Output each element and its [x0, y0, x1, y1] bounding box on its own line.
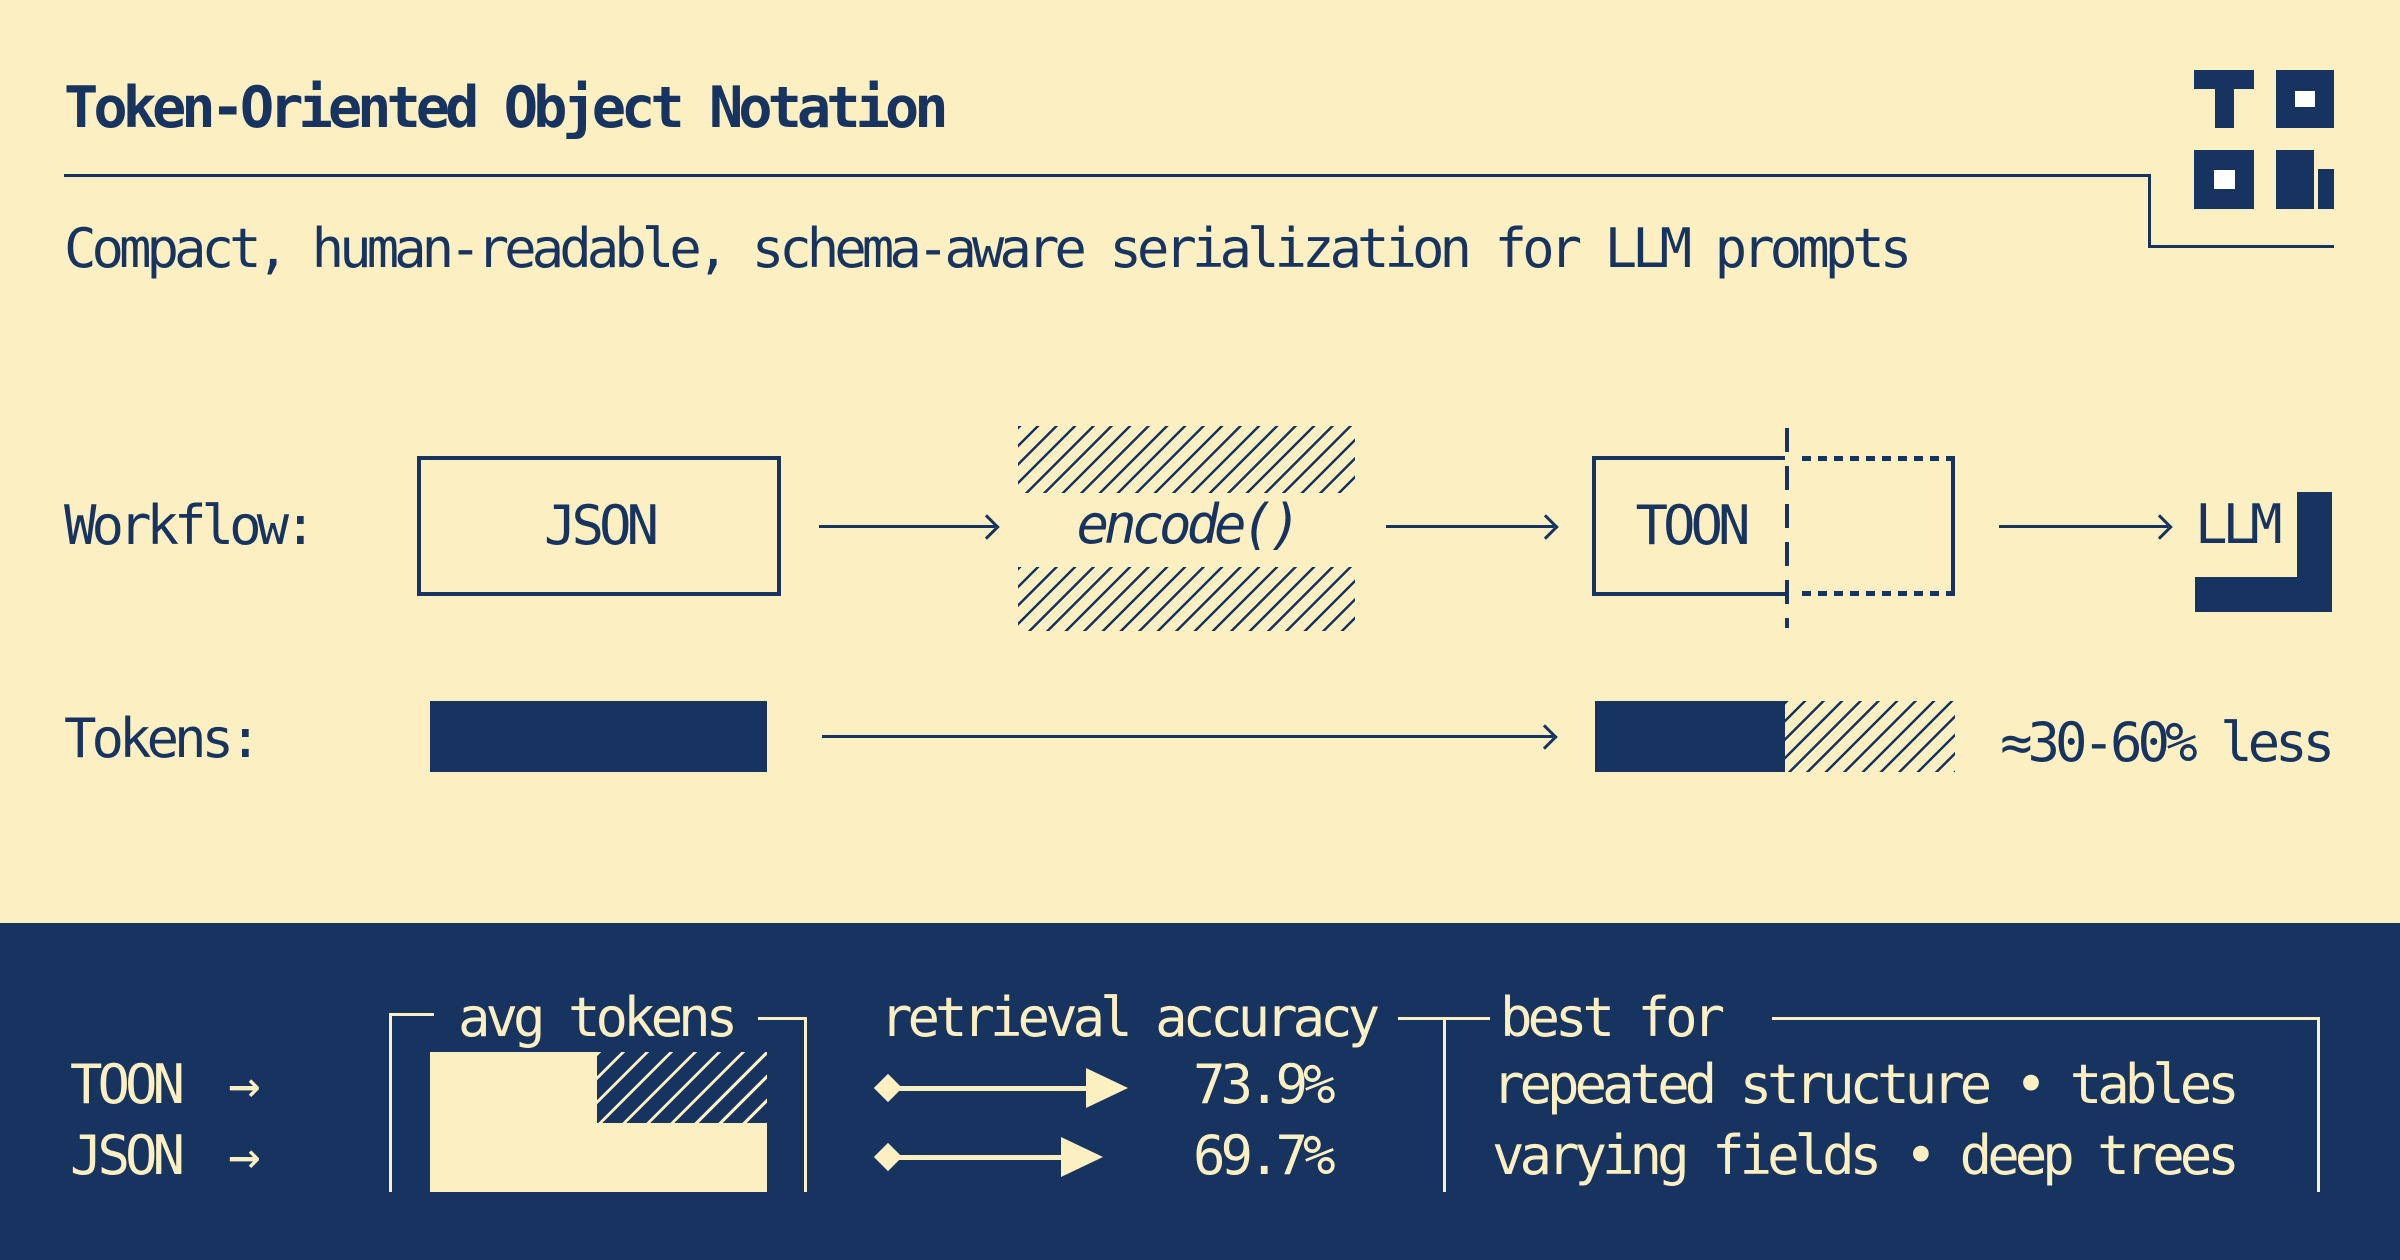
toon-box: TOON [1592, 456, 1785, 596]
arrow-tokens-icon [822, 735, 1553, 738]
toon-cut-dashed-line [1785, 428, 1789, 628]
header-rule-under-logo [2148, 245, 2334, 248]
accuracy-value-toon: 73.9% [1193, 1053, 1336, 1116]
avg-tokens-bar-json [430, 1123, 767, 1192]
avg-tokens-bracket-left-tick [389, 1013, 434, 1016]
arrow-json-to-encode-icon [819, 525, 995, 528]
token-savings-label: ≈30-60% less [2000, 711, 2335, 774]
accuracy-arrow-toon-head-icon [1086, 1068, 1128, 1108]
best-for-toon: repeated structure • tables [1492, 1053, 2240, 1116]
benchmark-row-label-json: JSON [70, 1124, 185, 1187]
json-box: JSON [417, 456, 781, 596]
avg-tokens-bar-toon-solid [430, 1052, 597, 1123]
toon-box-label: TOON [1635, 494, 1750, 557]
logo-n-left [2276, 150, 2314, 209]
ghost-box-bottom-border [1802, 591, 1952, 596]
avg-tokens-bracket-left [389, 1013, 392, 1192]
llm-label: LLM [2195, 493, 2283, 556]
avg-tokens-bracket-right [804, 1017, 807, 1192]
accuracy-arrow-json-head-icon [1061, 1137, 1103, 1177]
logo-t-stem [2215, 70, 2234, 128]
benchmark-panel [0, 923, 2400, 1260]
benchmark-row-label-toon: TOON [70, 1053, 185, 1116]
json-box-label: JSON [543, 494, 659, 557]
arrow-encode-to-toon-icon [1386, 525, 1554, 528]
llm-corner-icon-vertical [2297, 492, 2332, 612]
column-divider [1443, 1017, 1446, 1192]
accuracy-arrow-json-shaft [894, 1155, 1061, 1160]
tokens-bar-toon-solid [1595, 701, 1785, 772]
page-subtitle: Compact, human-readable, schema-aware se… [64, 217, 1912, 280]
ghost-box-top-border [1802, 456, 1952, 461]
best-for-column-header: best for [1500, 986, 1725, 1049]
logo-n-leg [2318, 169, 2334, 209]
header-rule-step-down [2148, 174, 2151, 248]
avg-tokens-bar-toon-saved-hatch [597, 1052, 767, 1123]
encode-hatch-top [1018, 426, 1355, 493]
avg-tokens-column-header: avg tokens [458, 986, 738, 1049]
encode-label: encode() [1076, 493, 1301, 556]
accuracy-arrow-toon-shaft [894, 1086, 1086, 1091]
logo-o2-hole [2214, 170, 2235, 189]
logo-o1-hole [2295, 91, 2315, 107]
workflow-label: Workflow: [64, 494, 317, 557]
best-for-bracket-top [1772, 1017, 2320, 1020]
accuracy-value-json: 69.7% [1193, 1124, 1336, 1187]
tokens-label: Tokens: [64, 707, 262, 770]
arrow-toon-to-llm-icon [1999, 525, 2168, 528]
avg-tokens-bracket-right-tick [758, 1017, 807, 1020]
tokens-bar-json [430, 701, 767, 772]
best-for-bracket-right [2317, 1017, 2320, 1192]
best-for-json: varying fields • deep trees [1492, 1124, 2240, 1187]
encode-hatch-bottom [1018, 567, 1355, 631]
tokens-bar-toon-saved-hatch [1785, 701, 1955, 772]
ghost-box-right-border [1951, 456, 1955, 596]
toon-row-arrow-icon: → [228, 1053, 260, 1116]
accuracy-column-header: retrieval accuracy [880, 986, 1380, 1049]
page-title: Token-Oriented Object Notation [64, 75, 949, 141]
json-row-arrow-icon: → [228, 1124, 260, 1187]
header-rule [64, 174, 2151, 177]
